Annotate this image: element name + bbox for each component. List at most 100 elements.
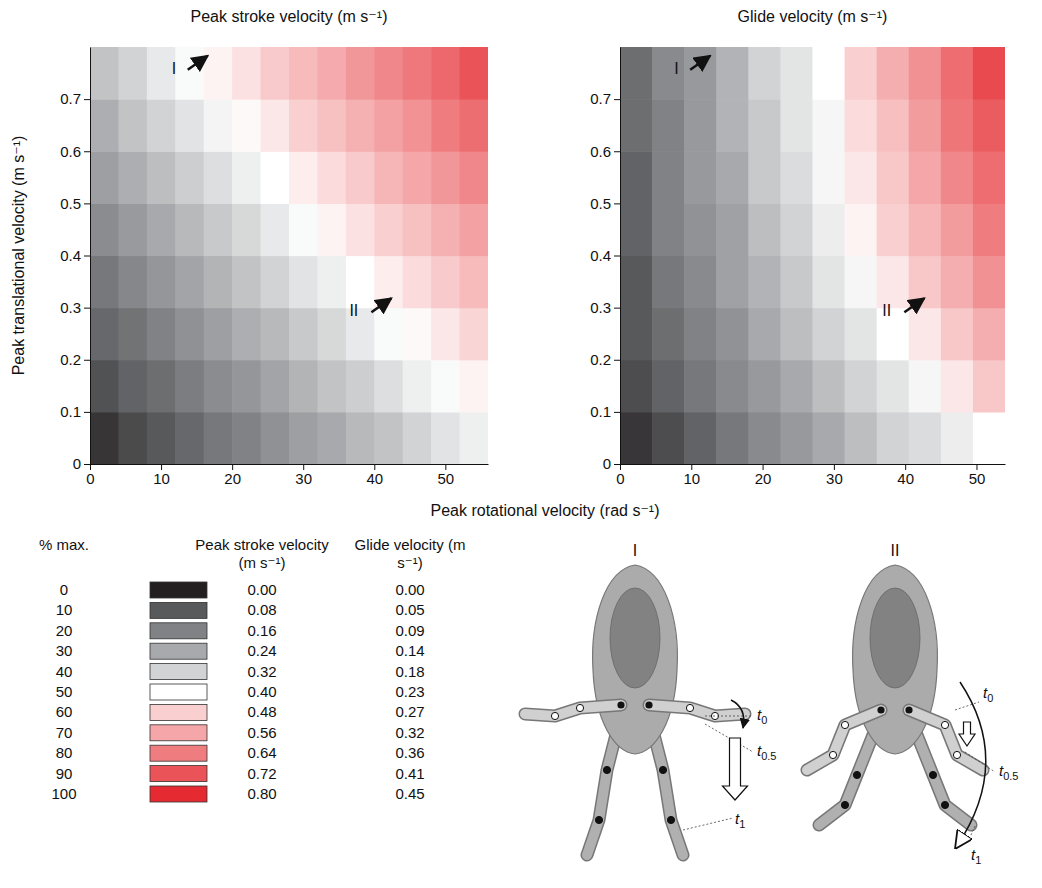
heatmap-cell xyxy=(748,360,781,413)
heatmap-cell xyxy=(748,99,781,152)
heatmap-cell xyxy=(232,308,261,361)
annotation-label: II xyxy=(349,302,358,319)
heatmap-cell xyxy=(175,360,204,413)
diagram-label: I xyxy=(633,542,637,559)
heatmap-cell xyxy=(232,256,261,309)
frog-trunk xyxy=(610,588,660,688)
x-axis-line xyxy=(91,464,489,465)
heatmap-cell xyxy=(845,151,878,204)
heatmap-cell xyxy=(289,360,318,413)
key-value: 0.00 xyxy=(247,581,276,598)
heatmap-cell xyxy=(909,308,942,361)
heatmap-cell xyxy=(780,256,813,309)
key-swatch xyxy=(150,602,207,618)
heatmap-cell xyxy=(90,99,119,152)
heatmap-cell xyxy=(374,412,403,464)
y-tick: 0 xyxy=(73,455,90,472)
annotation-label: I xyxy=(674,60,678,77)
heatmap-cell xyxy=(261,412,290,464)
heatmap-cell xyxy=(317,47,346,100)
heatmap-cell xyxy=(877,412,910,464)
y-tick-label: 0.2 xyxy=(60,351,81,368)
joint xyxy=(576,704,583,711)
heatmap-cell xyxy=(460,203,488,256)
heatmap-cell xyxy=(204,151,233,204)
heatmap-cell xyxy=(941,412,974,464)
y-tick: 0.7 xyxy=(60,90,90,107)
heatmap-cell xyxy=(460,308,488,361)
key-percent: 80 xyxy=(56,744,73,761)
heatmap-cell xyxy=(317,256,346,309)
heatmap-cell xyxy=(232,412,261,464)
joint xyxy=(853,771,860,778)
joint xyxy=(841,801,848,808)
heatmap-cell xyxy=(289,412,318,464)
joint xyxy=(941,721,948,728)
leg xyxy=(909,710,983,770)
joint xyxy=(603,766,610,773)
heatmap-cell xyxy=(204,412,233,464)
heatmap-cell xyxy=(813,151,846,204)
key-value: 0.45 xyxy=(395,785,424,802)
heatmap-cell xyxy=(403,203,432,256)
key-value: 0.24 xyxy=(247,642,276,659)
key-value: 0.32 xyxy=(395,724,424,741)
heatmap-cell xyxy=(909,360,942,413)
heatmap-cell xyxy=(289,203,318,256)
heatmap-cell xyxy=(460,47,488,100)
joint xyxy=(659,766,666,773)
heatmap-cell xyxy=(941,47,974,100)
key-column-head: Peak stroke velocity(m s⁻¹) xyxy=(195,536,329,571)
heatmap-cell xyxy=(780,47,813,100)
heatmap-cell xyxy=(90,47,119,100)
key-swatch xyxy=(150,745,207,761)
key-value: 0.80 xyxy=(247,785,276,802)
y-tick-mark xyxy=(614,360,620,361)
heatmap-cell xyxy=(460,412,488,464)
heatmap-cell xyxy=(877,47,910,100)
heatmap-cell xyxy=(877,203,910,256)
y-tick: 0.1 xyxy=(590,403,620,420)
heatmap-cell xyxy=(175,47,204,100)
heatmap-cell xyxy=(147,308,176,361)
heatmap-cell xyxy=(973,360,1005,413)
y-tick-mark xyxy=(84,99,90,100)
heatmap-cell xyxy=(460,256,488,309)
y-tick-mark xyxy=(84,464,90,465)
heatmap-cell xyxy=(748,256,781,309)
key-swatch xyxy=(150,623,207,639)
heatmap-cell xyxy=(813,99,846,152)
heatmap-cell xyxy=(90,256,119,309)
heatmap-cell xyxy=(403,256,432,309)
x-tick-label: 0 xyxy=(86,470,94,487)
heatmap-cell xyxy=(813,47,846,100)
heatmap-cell xyxy=(620,151,653,204)
rotation-arrow xyxy=(957,682,986,846)
heatmap-cell xyxy=(289,151,318,204)
heatmap-cell xyxy=(620,308,653,361)
key-percent: 20 xyxy=(56,622,73,639)
x-tick-label: 40 xyxy=(366,470,383,487)
y-tick-mark xyxy=(614,256,620,257)
annotation-arrow xyxy=(188,56,208,70)
heatmap-cell xyxy=(90,308,119,361)
heatmap-cell xyxy=(460,151,488,204)
key-value: 0.18 xyxy=(395,663,424,680)
heatmap-cell xyxy=(941,203,974,256)
heatmap-cell xyxy=(346,151,375,204)
x-axis-title: Peak rotational velocity (rad s⁻¹) xyxy=(431,502,660,519)
heatmap-cell xyxy=(652,308,685,361)
heatmap-cell xyxy=(877,151,910,204)
heatmap-cell xyxy=(175,412,204,464)
heatmap-cell xyxy=(973,308,1005,361)
heatmap-cell xyxy=(374,99,403,152)
x-tick-label: 20 xyxy=(755,470,772,487)
heatmap-cell xyxy=(973,99,1005,152)
time-guide xyxy=(683,818,733,830)
heatmap-cell xyxy=(845,47,878,100)
heatmap-cell xyxy=(261,47,290,100)
heatmap-cell xyxy=(909,256,942,309)
heatmap-cell xyxy=(289,308,318,361)
heatmap-cell xyxy=(973,203,1005,256)
key-percent: 60 xyxy=(56,703,73,720)
